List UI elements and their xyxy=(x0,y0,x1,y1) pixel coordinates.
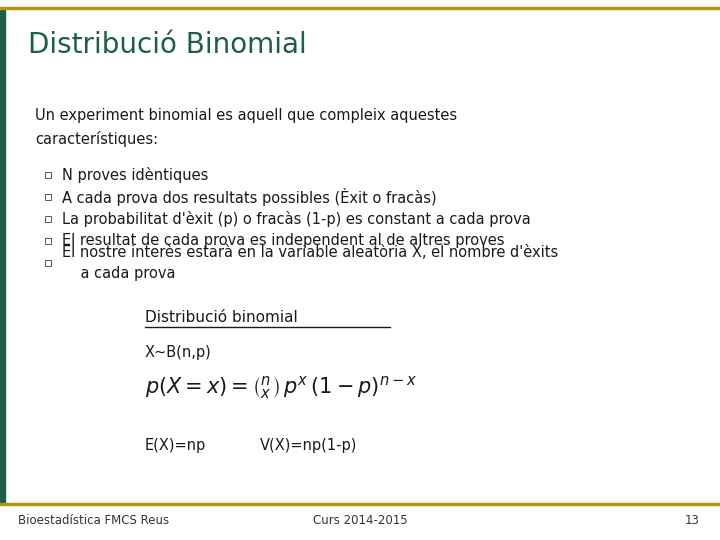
Text: El resultat de cada prova es independent al de altres proves: El resultat de cada prova es independent… xyxy=(62,233,505,248)
Text: X~B(n,p): X~B(n,p) xyxy=(145,345,212,360)
Text: Un experiment binomial es aquell que compleix aquestes
característiques:: Un experiment binomial es aquell que com… xyxy=(35,108,457,147)
Text: $p(X = x) = \binom{n}{x}\,p^{x}\,(1-p)^{n-x}$: $p(X = x) = \binom{n}{x}\,p^{x}\,(1-p)^{… xyxy=(145,375,417,402)
Bar xyxy=(45,216,51,222)
Text: Distribució binomial: Distribució binomial xyxy=(145,309,298,325)
Text: A cada prova dos resultats possibles (Èxit o fracàs): A cada prova dos resultats possibles (Èx… xyxy=(62,188,436,206)
Text: Bioestadística FMCS Reus: Bioestadística FMCS Reus xyxy=(18,514,169,526)
Text: El nostre interès estarà en la variable aleatòria X, el nombre d'èxits
    a cad: El nostre interès estarà en la variable … xyxy=(62,245,558,281)
Text: Curs 2014-2015: Curs 2014-2015 xyxy=(312,514,408,526)
Bar xyxy=(45,194,51,200)
Text: N proves idèntiques: N proves idèntiques xyxy=(62,167,208,183)
Text: Distribució Binomial: Distribució Binomial xyxy=(28,31,307,59)
Bar xyxy=(45,260,51,266)
Bar xyxy=(45,238,51,244)
Bar xyxy=(45,172,51,178)
Text: E(X)=np: E(X)=np xyxy=(145,438,206,453)
Text: V(X)=np(1-p): V(X)=np(1-p) xyxy=(260,438,357,453)
Bar xyxy=(0,8,5,504)
Text: 13: 13 xyxy=(685,514,700,526)
Text: La probabilitat d'èxit (p) o fracàs (1-p) es constant a cada prova: La probabilitat d'èxit (p) o fracàs (1-p… xyxy=(62,211,531,227)
